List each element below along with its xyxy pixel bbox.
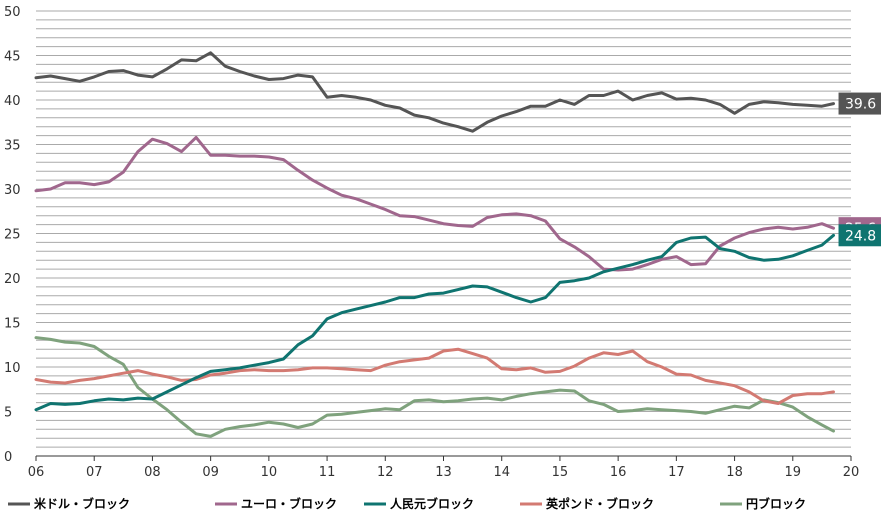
x-tick-label: 12 xyxy=(377,465,394,480)
legend-label: 人民元ブロック xyxy=(390,496,474,511)
legend-entry: 英ポンド・ブロック xyxy=(520,496,654,511)
x-tick-label: 19 xyxy=(785,465,802,480)
y-tick-label: 15 xyxy=(4,317,21,332)
x-tick-label: 11 xyxy=(319,465,336,480)
x-tick-label: 18 xyxy=(726,465,743,480)
x-tick-label: 17 xyxy=(668,465,685,480)
legend-label: 米ドル・ブロック xyxy=(34,496,130,511)
end-value-badge xyxy=(838,92,881,115)
x-tick-label: 20 xyxy=(843,465,860,480)
legend: 米ドル・ブロック ユーロ・ブロック 人民元ブロック 英ポンド・ブロック 円ブロック xyxy=(8,496,806,511)
y-tick-label: 40 xyxy=(4,94,21,109)
x-tick-label: 10 xyxy=(261,465,278,480)
series-line xyxy=(34,51,835,133)
x-tick-label: 13 xyxy=(435,465,452,480)
legend-entry: ユーロ・ブロック xyxy=(215,496,337,511)
x-tick-label: 15 xyxy=(552,465,569,480)
gridlines xyxy=(36,10,851,448)
axes: 0 5 10 15 20 25 30 35 40 45 50 06 07 08 09 10 11 12 13 14 15… xyxy=(4,5,859,480)
y-tick-label: 10 xyxy=(4,361,21,376)
y-tick-label: 25 xyxy=(4,228,21,243)
legend-label: ユーロ・ブロック xyxy=(241,496,337,511)
y-tick-label: 5 xyxy=(4,406,12,421)
y-tick-label: 50 xyxy=(4,5,21,20)
x-tick-label: 08 xyxy=(144,465,161,480)
x-tick-label: 07 xyxy=(86,465,103,480)
legend-entry: 人民元ブロック xyxy=(364,496,474,511)
end-value-text: 39.6 xyxy=(845,97,876,113)
x-tick-label: 09 xyxy=(202,465,219,480)
x-tick-label: 16 xyxy=(610,465,627,480)
legend-entry: 米ドル・ブロック xyxy=(8,496,130,511)
y-tick-label: 30 xyxy=(4,183,21,198)
end-value-label: 24.8 xyxy=(838,224,881,247)
series-line xyxy=(34,233,835,412)
legend-entry: 円ブロック xyxy=(720,496,806,511)
y-tick-label: 45 xyxy=(4,50,21,65)
end-value-labels: 39.625.624.8 xyxy=(838,92,881,247)
x-tick-label: 14 xyxy=(493,465,510,480)
series-line xyxy=(34,135,835,272)
end-value-text: 24.8 xyxy=(845,228,876,244)
series-lines xyxy=(34,51,835,438)
end-value-label: 39.6 xyxy=(838,92,881,115)
series-line xyxy=(34,347,835,405)
series-line xyxy=(34,336,835,438)
y-tick-label: 35 xyxy=(4,139,21,154)
y-tick-label: 0 xyxy=(4,450,12,465)
legend-label: 英ポンド・ブロック xyxy=(546,496,654,511)
end-value-badge xyxy=(838,224,881,247)
legend-label: 円ブロック xyxy=(746,496,806,511)
y-tick-label: 20 xyxy=(4,272,21,287)
x-tick-label: 06 xyxy=(28,465,45,480)
